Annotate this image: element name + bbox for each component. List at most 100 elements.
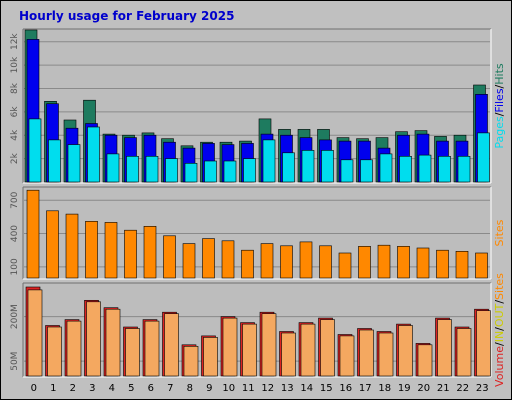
bar-pages-16 <box>340 159 354 183</box>
x-tick-label: 22 <box>456 383 469 394</box>
bar-pages-14 <box>301 150 315 183</box>
bar-in-0 <box>27 289 43 377</box>
panel-volume: 50M 200M <box>10 282 492 378</box>
x-tick-label: 21 <box>437 383 450 394</box>
y-tick-label: 2k <box>10 152 20 164</box>
legend-sites: Sites <box>493 219 506 246</box>
legend-entry: Hits <box>493 63 506 85</box>
bar-sites-9 <box>202 238 215 279</box>
bar-sites-13 <box>280 245 293 279</box>
bar-pages-6 <box>145 156 159 183</box>
bar-pages-1 <box>48 139 61 183</box>
x-tick-label: 15 <box>320 383 333 394</box>
legend-volume: Volume/IN/OUT/Sites <box>493 273 506 387</box>
x-tick-label: 12 <box>261 383 274 394</box>
bar-in-8 <box>183 345 199 377</box>
bar-pages-20 <box>418 154 432 183</box>
x-tick-label: 11 <box>242 383 255 394</box>
bar-sites-6 <box>143 226 157 279</box>
bar-in-5 <box>125 328 140 377</box>
bar-pages-21 <box>438 156 451 183</box>
panel-background <box>23 29 491 183</box>
bar-in-10 <box>222 317 238 377</box>
legend-entry: IN <box>493 331 506 342</box>
bar-sites-10 <box>221 240 235 279</box>
x-tick-label: 5 <box>128 383 134 394</box>
x-tick-label: 8 <box>187 383 193 394</box>
bar-pages-5 <box>126 156 139 183</box>
x-tick-label: 6 <box>148 383 154 394</box>
bar-sites-3 <box>85 221 98 279</box>
x-tick-label: 20 <box>417 383 430 394</box>
y-tick-label: 200M <box>10 304 20 329</box>
legend-entry: Volume <box>493 346 506 387</box>
bar-sites-4 <box>104 222 118 279</box>
bar-pages-0 <box>28 118 42 183</box>
panel-background <box>23 187 491 279</box>
x-tick-label: 10 <box>222 383 235 394</box>
bar-sites-8 <box>182 243 196 279</box>
bar-pages-15 <box>321 150 334 183</box>
bar-sites-0 <box>26 189 40 279</box>
bar-pages-10 <box>223 160 237 183</box>
bar-pages-18 <box>379 153 393 183</box>
y-tick-label: 4k <box>10 129 20 141</box>
bar-in-19 <box>398 325 413 377</box>
y-tick-label: 50M <box>10 352 20 371</box>
bar-sites-12 <box>260 243 274 279</box>
x-tick-label: 2 <box>70 383 76 394</box>
y-tick-label: 400 <box>10 225 20 242</box>
x-tick-label: 13 <box>281 383 294 394</box>
bar-sites-2 <box>65 213 79 279</box>
legend-entry: / <box>493 300 506 304</box>
bar-sites-5 <box>124 229 137 279</box>
bar-sites-14 <box>299 241 313 279</box>
bar-in-21 <box>437 319 452 377</box>
bar-pages-19 <box>399 156 412 183</box>
bar-sites-22 <box>455 251 469 279</box>
y-tick-label: 6k <box>10 106 20 118</box>
x-tick-label: 16 <box>339 383 352 394</box>
legend-entry: Sites <box>493 219 506 246</box>
legend-entry: / <box>493 112 506 116</box>
bar-sites-23 <box>475 252 488 279</box>
bar-in-17 <box>359 329 374 377</box>
legend-entry: Files <box>493 88 506 112</box>
bar-in-9 <box>203 337 218 377</box>
x-tick-label: 1 <box>50 383 56 394</box>
bar-pages-3 <box>87 126 100 183</box>
x-tick-label: 9 <box>206 383 212 394</box>
x-tick-label: 14 <box>300 383 313 394</box>
bar-sites-15 <box>319 245 332 279</box>
chart-title: Hourly usage for February 2025 <box>19 9 234 23</box>
bar-sites-18 <box>377 244 391 279</box>
bar-in-7 <box>164 313 179 377</box>
x-tick-label: 18 <box>378 383 391 394</box>
x-tick-label: 7 <box>167 383 173 394</box>
legend-entry: OUT <box>493 303 506 327</box>
bar-sites-19 <box>397 246 410 279</box>
bar-in-2 <box>66 320 82 377</box>
y-tick-label: 8k <box>10 82 20 94</box>
bar-sites-16 <box>338 252 352 279</box>
bar-in-14 <box>300 323 316 377</box>
bar-in-16 <box>339 335 355 377</box>
bar-in-22 <box>456 328 472 377</box>
bar-pages-12 <box>262 139 276 183</box>
x-tick-label: 23 <box>476 383 489 394</box>
legend-hits: Pages/Files/Hits <box>493 63 506 149</box>
x-tick-label: 19 <box>398 383 411 394</box>
bar-in-12 <box>261 313 277 377</box>
bar-sites-21 <box>436 249 449 279</box>
legend-entry: Sites <box>493 273 506 300</box>
bar-in-15 <box>320 319 335 377</box>
bar-pages-11 <box>243 158 256 183</box>
bar-sites-1 <box>46 210 59 279</box>
x-tick-label: 0 <box>31 383 37 394</box>
bar-in-20 <box>417 344 433 377</box>
bar-pages-2 <box>67 144 81 183</box>
bar-pages-4 <box>106 153 120 183</box>
panel-sites: 100 400 700 <box>10 186 492 280</box>
